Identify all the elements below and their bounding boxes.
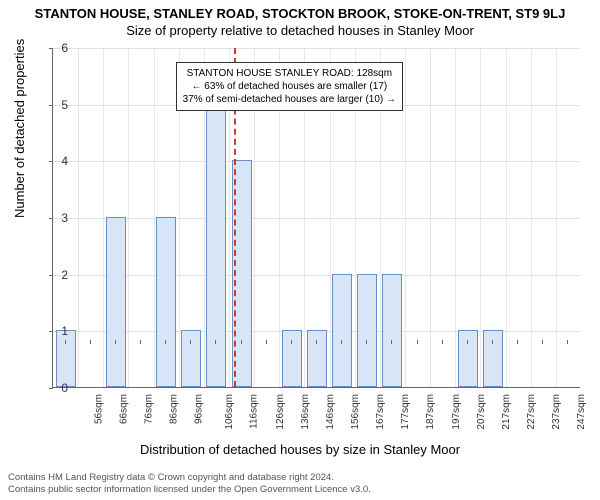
- xtick-mark: [417, 340, 418, 344]
- bar: [332, 274, 352, 387]
- bar: [181, 330, 201, 387]
- xtick-label: 86sqm: [169, 394, 180, 424]
- plot-area: STANTON HOUSE STANLEY ROAD: 128sqm← 63% …: [52, 48, 580, 388]
- xtick-label: 237sqm: [551, 394, 562, 430]
- gridline-h: [53, 161, 580, 162]
- gridline-v: [128, 48, 129, 387]
- chart-subtitle: Size of property relative to detached ho…: [0, 21, 600, 38]
- ytick-mark: [49, 388, 53, 389]
- xtick-mark: [165, 340, 166, 344]
- gridline-v: [480, 48, 481, 387]
- ytick-label: 6: [61, 41, 68, 55]
- xtick-mark: [391, 340, 392, 344]
- bar: [106, 217, 126, 387]
- ytick-mark: [49, 218, 53, 219]
- xtick-label: 56sqm: [93, 394, 104, 424]
- xtick-label: 177sqm: [400, 394, 411, 430]
- xtick-label: 247sqm: [576, 394, 587, 430]
- bar: [458, 330, 478, 387]
- gridline-v: [154, 48, 155, 387]
- bar: [357, 274, 377, 387]
- xtick-mark: [517, 340, 518, 344]
- x-axis-label: Distribution of detached houses by size …: [0, 442, 600, 457]
- xtick-label: 116sqm: [249, 394, 260, 429]
- xtick-mark: [542, 340, 543, 344]
- bar: [282, 330, 302, 387]
- chart-container: STANTON HOUSE STANLEY ROAD: 128sqm← 63% …: [52, 48, 580, 428]
- footer-attribution: Contains HM Land Registry data © Crown c…: [8, 472, 371, 496]
- xtick-label: 146sqm: [325, 394, 336, 430]
- gridline-v: [531, 48, 532, 387]
- xtick-mark: [442, 340, 443, 344]
- xtick-label: 227sqm: [526, 394, 537, 430]
- xtick-label: 217sqm: [501, 394, 512, 430]
- xtick-label: 126sqm: [275, 394, 286, 430]
- gridline-v: [455, 48, 456, 387]
- annotation-line: ← 63% of detached houses are smaller (17…: [183, 80, 396, 93]
- footer-line: Contains HM Land Registry data © Crown c…: [8, 472, 371, 484]
- gridline-v: [78, 48, 79, 387]
- bar: [156, 217, 176, 387]
- gridline-v: [506, 48, 507, 387]
- xtick-mark: [90, 340, 91, 344]
- ytick-mark: [49, 161, 53, 162]
- xtick-label: 96sqm: [194, 394, 205, 424]
- xtick-label: 187sqm: [426, 394, 437, 430]
- bar: [56, 330, 76, 387]
- bar: [206, 104, 226, 387]
- gridline-h: [53, 218, 580, 219]
- ytick-mark: [49, 331, 53, 332]
- annotation-line: STANTON HOUSE STANLEY ROAD: 128sqm: [183, 67, 396, 80]
- xtick-mark: [492, 340, 493, 344]
- bar: [307, 330, 327, 387]
- gridline-v: [103, 48, 104, 387]
- gridline-v: [430, 48, 431, 387]
- annotation-box: STANTON HOUSE STANLEY ROAD: 128sqm← 63% …: [176, 62, 403, 111]
- gridline-h: [53, 48, 580, 49]
- gridline-v: [556, 48, 557, 387]
- ytick-mark: [49, 105, 53, 106]
- xtick-mark: [467, 340, 468, 344]
- xtick-label: 66sqm: [118, 394, 129, 424]
- xtick-mark: [140, 340, 141, 344]
- ytick-label: 1: [61, 324, 68, 338]
- gridline-h: [53, 275, 580, 276]
- xtick-mark: [567, 340, 568, 344]
- xtick-mark: [190, 340, 191, 344]
- ytick-label: 3: [61, 211, 68, 225]
- bar: [382, 274, 402, 387]
- xtick-mark: [366, 340, 367, 344]
- xtick-mark: [215, 340, 216, 344]
- bar: [483, 330, 503, 387]
- xtick-mark: [65, 340, 66, 344]
- xtick-label: 156sqm: [350, 394, 361, 430]
- xtick-label: 197sqm: [451, 394, 462, 430]
- ytick-mark: [49, 275, 53, 276]
- annotation-line: 37% of semi-detached houses are larger (…: [183, 93, 396, 106]
- xtick-mark: [266, 340, 267, 344]
- y-axis-label: Number of detached properties: [12, 39, 27, 218]
- xtick-label: 76sqm: [143, 394, 154, 424]
- footer-line: Contains public sector information licen…: [8, 484, 371, 496]
- xtick-mark: [115, 340, 116, 344]
- gridline-v: [405, 48, 406, 387]
- ytick-label: 4: [61, 154, 68, 168]
- chart-supertitle: STANTON HOUSE, STANLEY ROAD, STOCKTON BR…: [0, 0, 600, 21]
- ytick-label: 5: [61, 98, 68, 112]
- xtick-mark: [291, 340, 292, 344]
- xtick-mark: [316, 340, 317, 344]
- xtick-mark: [241, 340, 242, 344]
- xtick-label: 167sqm: [375, 394, 386, 430]
- ytick-label: 2: [61, 268, 68, 282]
- xtick-label: 106sqm: [224, 394, 235, 430]
- xtick-mark: [341, 340, 342, 344]
- ytick-label: 0: [61, 381, 68, 395]
- ytick-mark: [49, 48, 53, 49]
- xtick-label: 136sqm: [300, 394, 311, 430]
- xtick-label: 207sqm: [476, 394, 487, 430]
